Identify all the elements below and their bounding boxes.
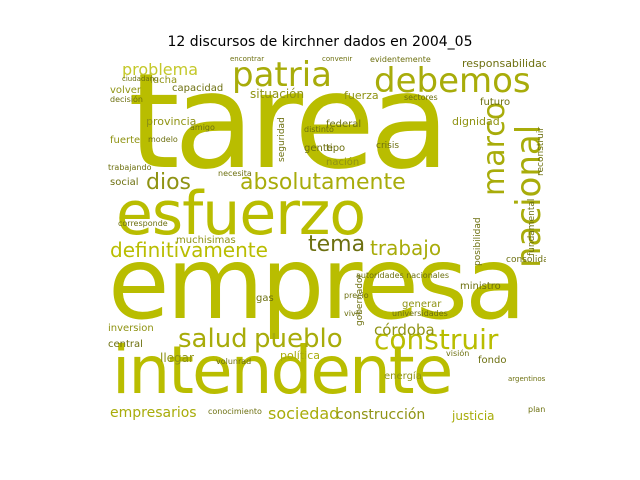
word-trabajando: trabajando	[108, 163, 152, 172]
word-dignidad: dignidad	[452, 115, 500, 128]
word-muchisimas: muchisimas	[176, 235, 236, 246]
word-sociedad: sociedad	[268, 404, 340, 423]
word-capacidad: capacidad	[172, 83, 224, 94]
word-patria: patria	[232, 56, 333, 95]
word-plan: plan	[528, 405, 546, 414]
word-debemos: debemos	[374, 61, 531, 101]
word-politica: política	[280, 349, 320, 362]
word-corresponde: corresponde	[118, 219, 168, 228]
word-consolidar: consolidar	[506, 255, 546, 265]
word-fondo: fondo	[478, 355, 507, 366]
word-construccion: construcción	[336, 407, 426, 423]
word-construir: construir	[374, 323, 499, 356]
word-responsabilidad: responsabilidad	[462, 57, 546, 70]
word-empresa: empresa	[108, 225, 526, 342]
word-fuerza: fuerza	[344, 89, 379, 102]
word-necesita: necesita	[218, 169, 252, 178]
word-problema: problema	[122, 60, 199, 79]
word-tema: tema	[308, 232, 366, 257]
word-esfuerzo: esfuerzo	[116, 179, 366, 249]
word-federal: federal	[326, 119, 362, 130]
word-situacion: situación	[250, 87, 305, 101]
word-salud: salud	[178, 324, 248, 354]
word-absolutamente: absolutamente	[240, 170, 406, 195]
word-volver: volver	[110, 85, 141, 96]
word-convenir: convenir	[322, 56, 353, 63]
word-gente: gente	[304, 143, 333, 154]
word-inversion: inversion	[108, 323, 154, 334]
word-reconstruir: reconstruir	[536, 126, 546, 176]
word-ministro: ministro	[460, 281, 501, 292]
word-volunrad: volunrad	[216, 357, 252, 366]
word-cloud: tarea empresa intendente esfuerzo patria…	[108, 56, 546, 428]
word-generar: generar	[402, 299, 442, 310]
word-argentinos: argentinos	[508, 375, 546, 383]
word-universidades: universidades	[392, 309, 448, 318]
word-social: social	[110, 177, 139, 188]
chart-title: 12 discursos de kirchner dados en 2004_0…	[167, 34, 473, 50]
word-ciudadano: ciudadano	[122, 75, 159, 83]
word-cordoba-final: córdoba	[374, 321, 435, 339]
word-definitivamente: definitivamente	[110, 238, 268, 262]
word-energia: energía	[384, 371, 422, 382]
word-intendente: intendente	[112, 332, 453, 409]
word-fundamental: fundamental	[527, 198, 537, 256]
word-modelo: modelo	[148, 135, 178, 144]
word-vision: visión	[446, 349, 470, 358]
word-dios: dios	[146, 170, 191, 195]
word-trabajo: trabajo	[370, 236, 442, 260]
word-tipo: tipo	[326, 143, 346, 154]
word-sectores: sectores	[404, 93, 438, 102]
word-autoridades-nacionales: autoridades nacionales	[356, 271, 449, 280]
word-llegar: llegar	[160, 351, 194, 365]
word-distinto: distinto	[304, 125, 334, 134]
word-justicia: justicia	[452, 409, 495, 423]
word-central: central	[108, 339, 143, 350]
word-vivir: vivir	[344, 309, 362, 318]
word-tarea: tarea	[128, 56, 450, 199]
word-posibilidad: posibilidad	[473, 217, 483, 266]
word-decision: decisión	[110, 95, 143, 104]
word-lucha: lucha	[150, 75, 178, 86]
word-seguridad: seguridad	[277, 117, 287, 162]
word-provincia: provincia	[146, 115, 197, 128]
word-pueblo: pueblo	[254, 324, 343, 354]
word-precio: precio	[344, 291, 369, 300]
word-conocimiento: conocimiento	[208, 407, 262, 416]
word-futuro: futuro	[480, 97, 511, 108]
word-empresarios: empresarios	[110, 405, 197, 421]
word-nacion: nación	[326, 157, 360, 168]
word-fuerte: fuerte	[110, 135, 141, 146]
word-encontrar: encontrar	[230, 56, 265, 63]
word-amigo: amigo	[190, 123, 215, 132]
word-evidentemente: evidentemente	[370, 56, 431, 64]
word-gas: gas	[256, 293, 274, 304]
word-crisis: crisis	[376, 141, 400, 151]
